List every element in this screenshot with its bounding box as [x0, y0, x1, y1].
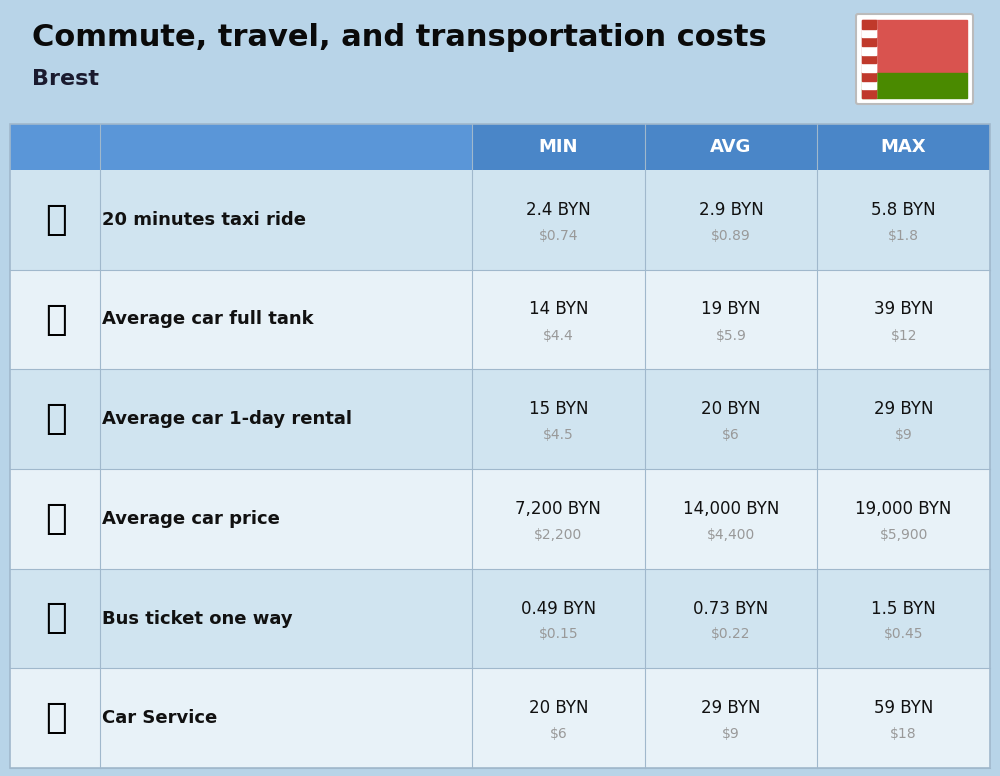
Text: 20 minutes taxi ride: 20 minutes taxi ride	[102, 211, 306, 229]
Text: 19 BYN: 19 BYN	[701, 300, 761, 318]
Text: 0.73 BYN: 0.73 BYN	[693, 600, 769, 618]
Bar	[862, 72, 876, 81]
Text: $4.5: $4.5	[543, 428, 574, 442]
Text: $9: $9	[722, 727, 740, 741]
Text: Bus ticket one way: Bus ticket one way	[102, 609, 293, 628]
FancyBboxPatch shape	[10, 569, 990, 668]
Bar	[862, 64, 876, 72]
Text: ⛽: ⛽	[45, 303, 67, 337]
Text: $5,900: $5,900	[879, 528, 928, 542]
Text: $2,200: $2,200	[534, 528, 582, 542]
Text: Average car 1-day rental: Average car 1-day rental	[102, 411, 352, 428]
Text: $1.8: $1.8	[888, 229, 919, 243]
Text: $0.45: $0.45	[884, 628, 923, 642]
Text: Average car price: Average car price	[102, 510, 280, 528]
Text: 20 BYN: 20 BYN	[529, 699, 588, 717]
Text: AVG: AVG	[710, 138, 752, 156]
Text: 🛠: 🛠	[45, 702, 67, 735]
Text: 5.8 BYN: 5.8 BYN	[871, 201, 936, 219]
Text: $4,400: $4,400	[707, 528, 755, 542]
Text: 0.49 BYN: 0.49 BYN	[521, 600, 596, 618]
Bar	[862, 46, 876, 54]
Bar	[862, 73, 967, 98]
Text: $6: $6	[722, 428, 740, 442]
Text: 15 BYN: 15 BYN	[529, 400, 588, 418]
FancyBboxPatch shape	[10, 369, 990, 469]
Text: $9: $9	[895, 428, 913, 442]
Text: 59 BYN: 59 BYN	[874, 699, 933, 717]
Text: Commute, travel, and transportation costs: Commute, travel, and transportation cost…	[32, 23, 767, 53]
Bar	[862, 89, 876, 98]
Text: 29 BYN: 29 BYN	[874, 400, 933, 418]
Text: 🚗: 🚗	[45, 502, 67, 536]
Text: Car Service: Car Service	[102, 709, 217, 727]
Bar	[862, 37, 876, 46]
FancyBboxPatch shape	[10, 124, 990, 170]
Text: 7,200 BYN: 7,200 BYN	[515, 500, 601, 518]
Text: $5.9: $5.9	[716, 328, 746, 342]
Text: MIN: MIN	[539, 138, 578, 156]
Text: $12: $12	[890, 328, 917, 342]
Text: 1.5 BYN: 1.5 BYN	[871, 600, 936, 618]
Text: $0.15: $0.15	[539, 628, 578, 642]
FancyBboxPatch shape	[10, 469, 990, 569]
Text: Brest: Brest	[32, 69, 99, 89]
Bar	[862, 20, 876, 98]
Bar	[862, 20, 967, 73]
Text: MAX: MAX	[881, 138, 926, 156]
Text: $6: $6	[549, 727, 567, 741]
Bar	[862, 81, 876, 89]
Text: Average car full tank: Average car full tank	[102, 310, 314, 328]
Text: 29 BYN: 29 BYN	[701, 699, 761, 717]
Bar	[862, 29, 876, 37]
FancyBboxPatch shape	[10, 170, 990, 270]
Bar	[862, 20, 876, 29]
Text: 🚕: 🚕	[45, 203, 67, 237]
Text: 14,000 BYN: 14,000 BYN	[683, 500, 779, 518]
Text: 39 BYN: 39 BYN	[874, 300, 933, 318]
FancyBboxPatch shape	[10, 124, 472, 170]
Text: $18: $18	[890, 727, 917, 741]
Text: $0.22: $0.22	[711, 628, 751, 642]
Text: 🚌: 🚌	[45, 601, 67, 636]
Bar	[862, 54, 876, 64]
Text: $0.89: $0.89	[711, 229, 751, 243]
Text: 19,000 BYN: 19,000 BYN	[855, 500, 952, 518]
FancyBboxPatch shape	[10, 668, 990, 768]
Text: 2.9 BYN: 2.9 BYN	[699, 201, 763, 219]
Text: 🚙: 🚙	[45, 402, 67, 436]
Text: 14 BYN: 14 BYN	[529, 300, 588, 318]
Text: 20 BYN: 20 BYN	[701, 400, 761, 418]
Text: $0.74: $0.74	[539, 229, 578, 243]
Text: 2.4 BYN: 2.4 BYN	[526, 201, 591, 219]
FancyBboxPatch shape	[10, 270, 990, 369]
Text: $4.4: $4.4	[543, 328, 574, 342]
FancyBboxPatch shape	[856, 14, 973, 104]
